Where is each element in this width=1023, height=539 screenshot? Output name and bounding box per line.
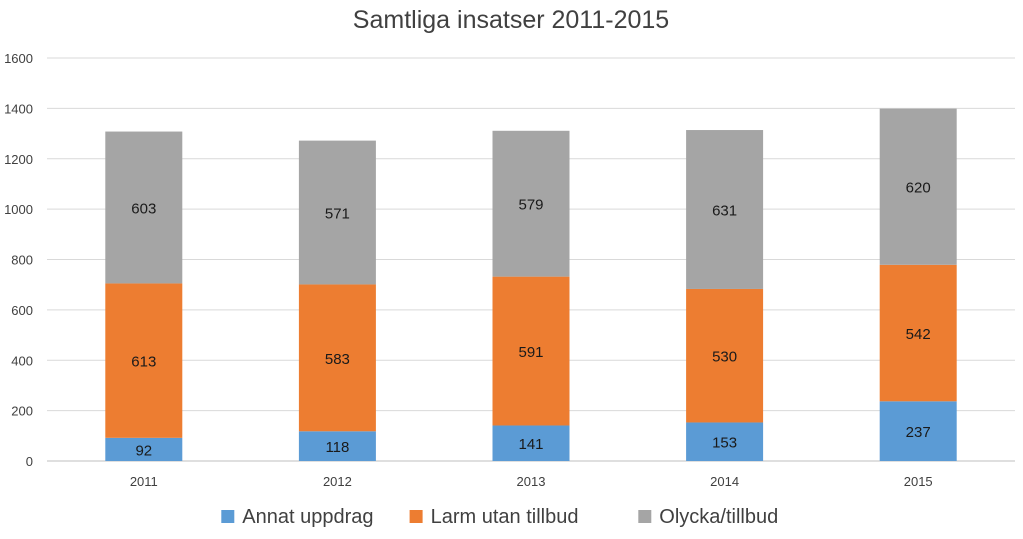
data-label: 620 — [906, 180, 931, 197]
bar-segment — [492, 276, 570, 426]
data-label: 579 — [518, 197, 543, 214]
bar-segment — [105, 131, 183, 284]
y-axis-ticks: 0 200 400 600 800 1000 1200 1400 1600 — [4, 51, 33, 469]
bar-segment — [105, 437, 183, 461]
data-label: 542 — [906, 326, 931, 343]
data-label: 92 — [135, 442, 152, 459]
bar-segment — [686, 130, 764, 289]
data-label: 530 — [712, 349, 737, 366]
x-tick-label: 2012 — [323, 474, 352, 489]
data-label: 237 — [906, 424, 931, 441]
bar-segment — [105, 283, 183, 438]
bar-segment — [879, 264, 957, 402]
y-tick-label: 400 — [11, 353, 33, 368]
data-label: 631 — [712, 203, 737, 220]
x-axis-ticks: 2011 2012 2013 2014 2015 — [130, 474, 933, 489]
data-label: 153 — [712, 435, 737, 452]
y-tick-label: 0 — [26, 454, 33, 469]
y-tick-label: 800 — [11, 253, 33, 268]
data-label: 141 — [518, 436, 543, 453]
bar-segment — [298, 284, 376, 432]
legend-label: Annat uppdrag — [242, 506, 373, 528]
y-tick-label: 600 — [11, 303, 33, 318]
bar-segment — [492, 425, 570, 461]
y-tick-label: 200 — [11, 404, 33, 419]
legend: Annat uppdrag Larm utan tillbud Olycka/til… — [221, 506, 778, 528]
bar-segment — [879, 108, 957, 265]
data-label: 583 — [325, 351, 350, 368]
bar-segment — [879, 401, 957, 461]
data-label: 591 — [518, 344, 543, 361]
y-tick-label: 1200 — [4, 152, 33, 167]
legend-label: Olycka/tillbud — [659, 506, 778, 528]
y-tick-label: 1600 — [4, 51, 33, 66]
data-label: 571 — [325, 206, 350, 223]
x-tick-label: 2013 — [517, 474, 546, 489]
y-tick-label: 1400 — [4, 101, 33, 116]
x-tick-label: 2014 — [710, 474, 739, 489]
data-label: 613 — [131, 354, 156, 371]
bar-segment — [686, 422, 764, 461]
x-tick-label: 2015 — [904, 474, 933, 489]
bar-segment — [298, 431, 376, 461]
x-tick-label: 2011 — [130, 474, 158, 489]
data-label: 118 — [325, 439, 349, 456]
legend-swatch — [409, 510, 423, 523]
y-tick-label: 1000 — [4, 202, 33, 217]
legend-swatch — [638, 510, 652, 523]
chart-title: Samtliga insatser 2011-2015 — [353, 6, 669, 34]
bar-segment — [492, 130, 570, 277]
data-label: 603 — [131, 200, 156, 217]
bars: 92 613 603 118 583 571 141 591 579 153 530 631 237 54… — [105, 108, 957, 461]
legend-swatch — [221, 510, 235, 523]
legend-label: Larm utan tillbud — [431, 506, 579, 528]
bar-segment — [298, 140, 376, 285]
bar-segment — [686, 288, 764, 423]
